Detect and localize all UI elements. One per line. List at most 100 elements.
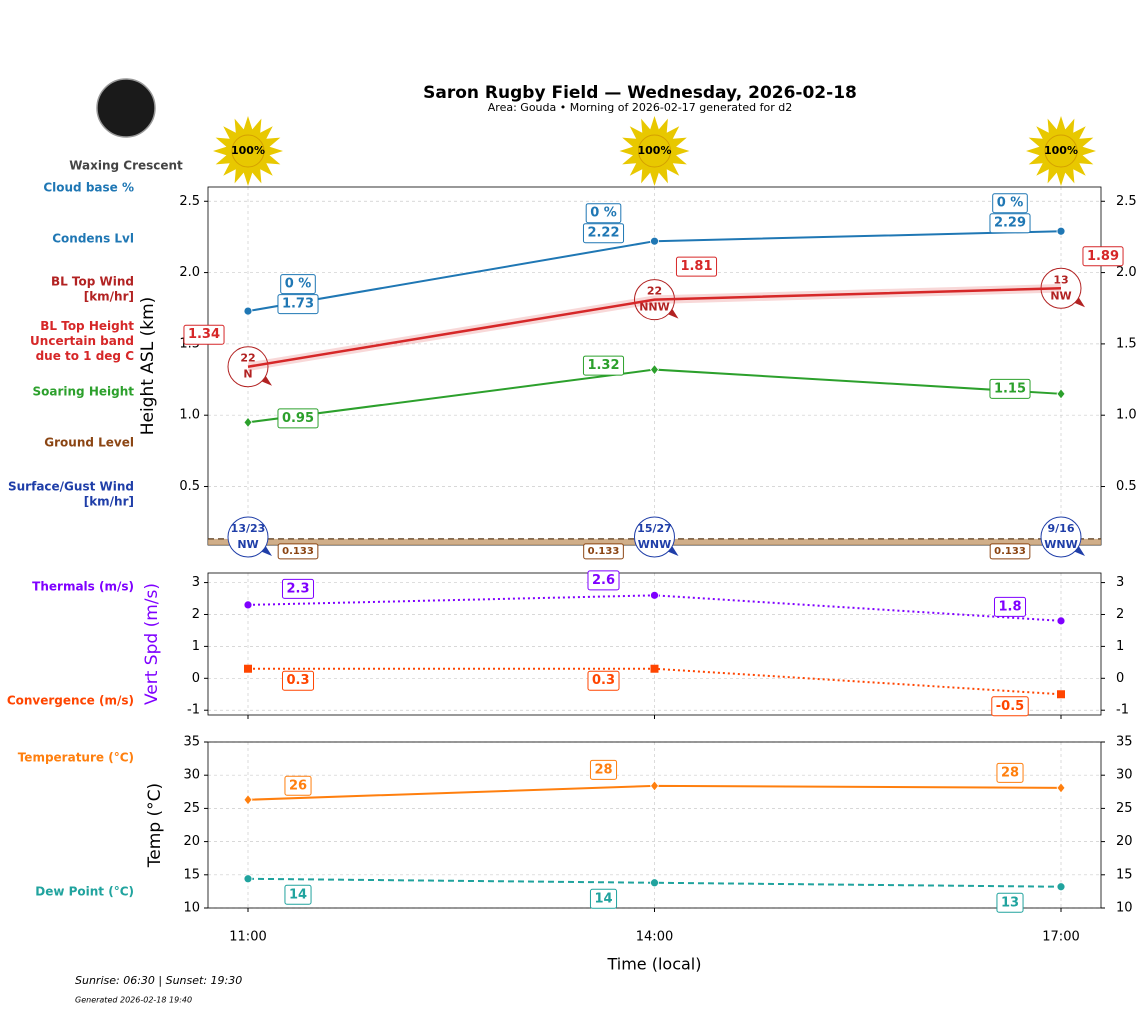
data-label: 14 bbox=[284, 884, 312, 905]
data-label: 1.89 bbox=[1082, 246, 1124, 267]
sun-icon bbox=[619, 116, 690, 186]
data-label-text: 0.133 bbox=[282, 546, 314, 557]
marker bbox=[1056, 782, 1066, 794]
y-tick-label-right: 2 bbox=[1116, 607, 1124, 622]
y-axis-label: Height ASL (km) bbox=[138, 297, 158, 436]
y-tick-label-right: -1 bbox=[1116, 703, 1129, 718]
data-label-text: 13 bbox=[1001, 895, 1019, 910]
data-label: 2.29 bbox=[989, 213, 1031, 234]
data-label-text: 0 % bbox=[997, 196, 1024, 211]
x-axis-label: Time (local) bbox=[606, 955, 701, 974]
x-tick-label: 14:00 bbox=[636, 930, 673, 945]
marker bbox=[650, 878, 659, 888]
label-box bbox=[996, 762, 1024, 783]
y-tick-label-right: 2.5 bbox=[1116, 194, 1137, 209]
data-label: 1.32 bbox=[582, 355, 625, 376]
wind-speed: 22 bbox=[647, 285, 662, 298]
data-label-text: 0.3 bbox=[286, 673, 309, 688]
legend-label: BL Top Wind [km/hr] bbox=[51, 274, 134, 303]
label-box bbox=[989, 213, 1031, 234]
label-box bbox=[277, 408, 319, 429]
y-tick-label-right: 15 bbox=[1116, 867, 1133, 882]
data-label-text: 1.89 bbox=[1087, 249, 1119, 264]
y-tick-label: 15 bbox=[183, 867, 200, 882]
sun-label: 100% bbox=[231, 144, 265, 157]
wind-circle bbox=[634, 516, 675, 558]
data-label: 1.8 bbox=[993, 596, 1027, 617]
marker bbox=[1056, 388, 1066, 400]
y-tick-label-right: 1.5 bbox=[1116, 336, 1137, 351]
sun-times: Sunrise: 06:30 | Sunset: 19:30 bbox=[75, 974, 242, 987]
sun-icon bbox=[213, 116, 283, 186]
marker bbox=[649, 780, 660, 792]
wind-direction: WNW bbox=[1044, 538, 1077, 551]
label-box bbox=[989, 543, 1031, 560]
moon-icon bbox=[96, 78, 156, 138]
wind-speed: 13 bbox=[1053, 273, 1068, 286]
sun-disc bbox=[1044, 134, 1078, 168]
data-label-text: 1.15 bbox=[994, 381, 1026, 396]
data-label: 0 % bbox=[992, 193, 1028, 214]
data-label-text: 0 % bbox=[285, 277, 312, 292]
sun-label: 100% bbox=[1044, 144, 1078, 157]
data-label-text: 28 bbox=[594, 762, 612, 777]
wind-direction: NW bbox=[237, 538, 258, 551]
y-tick-label: 10 bbox=[183, 901, 200, 916]
label-box bbox=[281, 670, 315, 691]
y-tick-label-right: 1.0 bbox=[1116, 408, 1137, 423]
label-box bbox=[996, 892, 1024, 913]
marker bbox=[650, 590, 659, 600]
legend-label: Convergence (m/s) bbox=[7, 694, 134, 708]
y-tick-label: 2.0 bbox=[179, 265, 200, 280]
marker bbox=[243, 306, 253, 316]
sun-disc bbox=[638, 134, 671, 168]
y-tick-label: 3 bbox=[192, 575, 200, 590]
y-tick-label-right: 0 bbox=[1116, 671, 1124, 686]
data-label-text: -0.5 bbox=[996, 699, 1024, 714]
marker bbox=[243, 794, 253, 806]
data-label: 1.73 bbox=[277, 294, 319, 315]
data-label-text: 0.95 bbox=[282, 411, 314, 426]
sun-disc bbox=[231, 134, 265, 168]
wind-direction: NW bbox=[1050, 289, 1071, 302]
wind-direction: WNW bbox=[638, 538, 671, 551]
data-label-text: 1.73 bbox=[282, 297, 314, 312]
label-box bbox=[280, 274, 316, 295]
label-box bbox=[587, 570, 620, 591]
marker bbox=[243, 874, 253, 884]
data-label: 0.3 bbox=[587, 670, 620, 691]
y-tick-label-right: 0.5 bbox=[1116, 479, 1137, 494]
legend-label: Cloud base % bbox=[43, 181, 134, 195]
data-label-text: 0.3 bbox=[592, 673, 615, 688]
y-axis-label: Vert Spd (m/s) bbox=[142, 583, 162, 705]
marker bbox=[1057, 690, 1065, 699]
label-box bbox=[675, 256, 718, 277]
label-box bbox=[281, 578, 315, 599]
wind-speed: 22 bbox=[240, 352, 255, 365]
legend-label: Thermals (m/s) bbox=[32, 580, 134, 594]
wind-direction: N bbox=[243, 368, 252, 381]
legend-label: Ground Level bbox=[44, 436, 134, 450]
data-label-text: 1.81 bbox=[680, 259, 712, 274]
x-tick-label: 17:00 bbox=[1042, 930, 1079, 945]
label-box bbox=[585, 203, 622, 224]
data-label-text: 2.3 bbox=[286, 581, 309, 596]
marker bbox=[1056, 226, 1066, 236]
data-label-text: 0.133 bbox=[994, 546, 1026, 557]
chart-subtitle: Area: Gouda • Morning of 2026-02-17 gene… bbox=[488, 101, 792, 114]
y-tick-label-right: 20 bbox=[1116, 834, 1133, 849]
marker bbox=[243, 416, 253, 428]
x-tick-label: 11:00 bbox=[229, 930, 266, 945]
label-box bbox=[589, 759, 618, 780]
data-label-text: 1.34 bbox=[188, 327, 220, 342]
y-tick-label: -1 bbox=[187, 703, 200, 718]
legend-label: Surface/Gust Wind [km/hr] bbox=[8, 479, 134, 508]
data-label: 2.3 bbox=[281, 578, 315, 599]
data-label-text: 28 bbox=[1001, 765, 1019, 780]
series-line bbox=[247, 368, 1062, 424]
marker bbox=[243, 600, 253, 610]
label-box bbox=[277, 543, 319, 560]
data-label: 0 % bbox=[280, 274, 316, 295]
sun-label: 100% bbox=[638, 144, 672, 157]
data-label-text: 2.29 bbox=[994, 216, 1026, 231]
